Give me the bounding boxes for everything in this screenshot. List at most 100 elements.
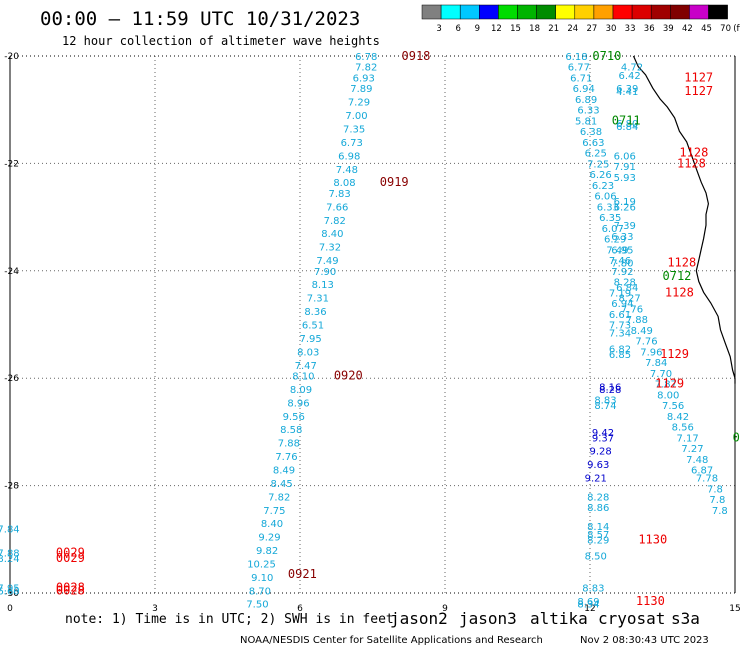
colorbar-swatch bbox=[421, 4, 442, 20]
wave-height-label: 6.25 bbox=[585, 149, 607, 160]
wave-height-label: 8.28 bbox=[599, 385, 621, 396]
wave-height-label: 6.61 bbox=[609, 310, 631, 321]
wave-height-label: 6.89 bbox=[575, 95, 597, 106]
wave-height-label: 6.87 bbox=[691, 465, 713, 476]
time-label: 0029 bbox=[56, 546, 85, 560]
colorbar-label: 33 bbox=[625, 24, 636, 34]
wave-height-label: 7.49 bbox=[606, 245, 628, 256]
time-label: 0921 bbox=[288, 567, 317, 581]
wave-height-label: 7.88 bbox=[626, 315, 648, 326]
wave-height-label: 7.87 bbox=[655, 380, 677, 391]
wave-height-label: 8.83 bbox=[594, 396, 616, 407]
time-label: 1128 bbox=[667, 256, 696, 270]
coastline bbox=[632, 55, 736, 384]
wave-height-label: 7.80 bbox=[611, 259, 633, 270]
wave-height-label: 8.42 bbox=[667, 412, 689, 423]
wave-height-label: 8.50 bbox=[585, 551, 607, 562]
chart-grid bbox=[10, 56, 735, 593]
colorbar-swatch bbox=[517, 4, 537, 20]
legend-cryosat: cryosat bbox=[598, 609, 666, 628]
wave-height-label: 7.48 bbox=[336, 165, 358, 176]
wave-height-label: 7.47 bbox=[295, 361, 317, 372]
wave-height-label: 8.24 bbox=[0, 554, 20, 565]
y-tick-label: -20 bbox=[4, 52, 19, 62]
colorbar-swatch bbox=[498, 4, 518, 20]
wave-height-label: 7.35 bbox=[343, 124, 365, 135]
wave-height-label: 8.03 bbox=[297, 347, 319, 358]
wave-height-label: 6.33 bbox=[597, 202, 619, 213]
wave-height-label: 6.73 bbox=[341, 138, 363, 149]
time-label: 1128 bbox=[677, 156, 706, 170]
colorbar-label: 12 bbox=[491, 24, 502, 34]
wave-height-label: 10.25 bbox=[247, 559, 276, 570]
colorbar-swatch bbox=[440, 4, 461, 20]
wave-height-label: 8.49 bbox=[631, 326, 653, 337]
wave-height-label: 7.50 bbox=[246, 600, 268, 611]
wave-height-label: 8.70 bbox=[249, 586, 271, 597]
wave-height-label: 6.95 bbox=[611, 245, 633, 256]
wave-height-label: 6.77 bbox=[568, 63, 590, 74]
wave-height-label: 8.74 bbox=[594, 401, 616, 412]
colorbar-swatch bbox=[459, 4, 480, 20]
colorbar-swatch bbox=[574, 4, 595, 20]
time-label: 1130 bbox=[636, 594, 665, 608]
wave-height-label: 8.08 bbox=[333, 178, 355, 189]
wave-height-label: 7.95 bbox=[0, 584, 20, 595]
wave-height-label: 9.82 bbox=[256, 546, 278, 557]
colorbar-label: 27 bbox=[586, 24, 597, 34]
colorbar-label: (ft) bbox=[733, 24, 740, 34]
wave-height-label: 7.96 bbox=[640, 347, 662, 358]
y-tick-label: -28 bbox=[4, 482, 19, 492]
wave-height-label: 7.32 bbox=[319, 243, 341, 254]
colorbar-label: 3 bbox=[436, 24, 441, 34]
wave-height-label: 7.8 bbox=[707, 484, 723, 495]
wave-height-label: 8.34 bbox=[577, 600, 599, 611]
footer-note: note: 1) Time is in UTC; 2) SWH is in fe… bbox=[65, 612, 394, 627]
wave-height-label: 7.19 bbox=[609, 288, 631, 299]
colorbar-label: 30 bbox=[606, 24, 617, 34]
wave-height-label: 7.31 bbox=[307, 294, 329, 305]
wave-height-label: 7.78 bbox=[696, 474, 718, 485]
wave-height-label: 7.29 bbox=[348, 98, 370, 109]
wave-height-label: 9.10 bbox=[251, 573, 273, 584]
wave-height-label: 9.29 bbox=[258, 533, 280, 544]
wave-height-label: 8.45 bbox=[270, 479, 292, 490]
wave-height-label: 8.36 bbox=[304, 307, 326, 318]
wave-height-label: 6.39 bbox=[616, 84, 638, 95]
wave-height-label: 6.19 bbox=[614, 197, 636, 208]
wave-height-label: 4.72 bbox=[621, 63, 643, 74]
time-label: 0028 bbox=[56, 583, 85, 597]
wave-height-label: 7.84 bbox=[0, 525, 20, 536]
wave-height-label: 8.69 bbox=[577, 597, 599, 608]
wave-height-label: 7.91 bbox=[614, 162, 636, 173]
colorbar-swatch bbox=[708, 4, 728, 20]
wave-height-label: 9.63 bbox=[587, 460, 609, 471]
wave-height-label: 6.94 bbox=[573, 84, 595, 95]
wave-height-label: 6.42 bbox=[618, 71, 640, 82]
wave-height-label: 9.37 bbox=[592, 433, 614, 444]
colorbar-swatch bbox=[536, 4, 556, 20]
wave-height-label: 6.71 bbox=[570, 73, 592, 84]
wave-height-label: 7.75 bbox=[263, 506, 285, 517]
time-label: 0712 bbox=[663, 269, 692, 283]
wave-height-label: 7.76 bbox=[621, 304, 643, 315]
wave-height-label: 6.35 bbox=[599, 213, 621, 224]
wave-height-label: 8.83 bbox=[582, 584, 604, 595]
wave-height-label: 7.92 bbox=[611, 267, 633, 278]
colorbar-label: 36 bbox=[644, 24, 655, 34]
page-title: 00:00 – 11:59 UTC 10/31/2023 bbox=[40, 8, 361, 30]
wave-height-label: 7.88 bbox=[278, 439, 300, 450]
wave-height-label: 8.40 bbox=[261, 519, 283, 530]
time-label: 0918 bbox=[402, 49, 431, 63]
x-tick-label: 9 bbox=[442, 604, 448, 614]
wave-height-label: 7.88 bbox=[0, 549, 20, 560]
x-tick-label: 6 bbox=[297, 604, 303, 614]
legend-jason3: jason3 bbox=[459, 609, 517, 628]
wave-height-label: 6.82 bbox=[609, 345, 631, 356]
time-label: 1128 bbox=[665, 285, 694, 299]
colorbar-label: 45 bbox=[701, 24, 712, 34]
wave-height-label: 7.56 bbox=[662, 401, 684, 412]
x-tick-label: 3 bbox=[152, 604, 158, 614]
wave-height-label: 6.26 bbox=[614, 202, 636, 213]
